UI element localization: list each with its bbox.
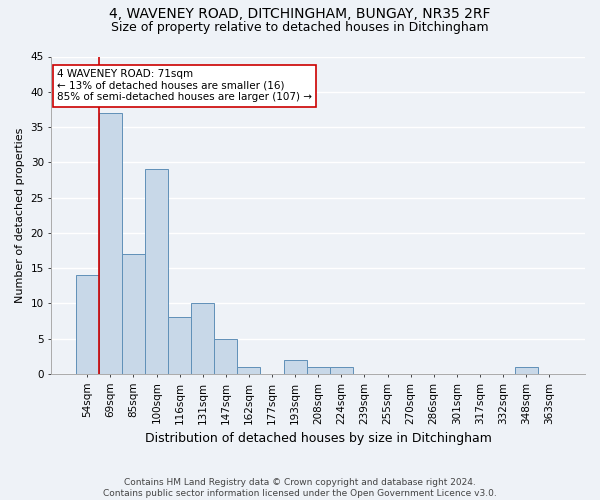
Bar xyxy=(307,367,330,374)
Bar xyxy=(284,360,307,374)
Bar xyxy=(168,318,191,374)
Bar xyxy=(99,113,122,374)
Text: 4, WAVENEY ROAD, DITCHINGHAM, BUNGAY, NR35 2RF: 4, WAVENEY ROAD, DITCHINGHAM, BUNGAY, NR… xyxy=(109,8,491,22)
Bar xyxy=(122,254,145,374)
Text: Size of property relative to detached houses in Ditchingham: Size of property relative to detached ho… xyxy=(111,21,489,34)
Bar xyxy=(76,275,99,374)
Bar xyxy=(238,367,260,374)
Bar xyxy=(191,304,214,374)
X-axis label: Distribution of detached houses by size in Ditchingham: Distribution of detached houses by size … xyxy=(145,432,491,445)
Text: Contains HM Land Registry data © Crown copyright and database right 2024.
Contai: Contains HM Land Registry data © Crown c… xyxy=(103,478,497,498)
Bar xyxy=(214,338,238,374)
Bar xyxy=(330,367,353,374)
Bar xyxy=(515,367,538,374)
Y-axis label: Number of detached properties: Number of detached properties xyxy=(15,128,25,303)
Bar xyxy=(145,170,168,374)
Text: 4 WAVENEY ROAD: 71sqm
← 13% of detached houses are smaller (16)
85% of semi-deta: 4 WAVENEY ROAD: 71sqm ← 13% of detached … xyxy=(57,69,312,102)
